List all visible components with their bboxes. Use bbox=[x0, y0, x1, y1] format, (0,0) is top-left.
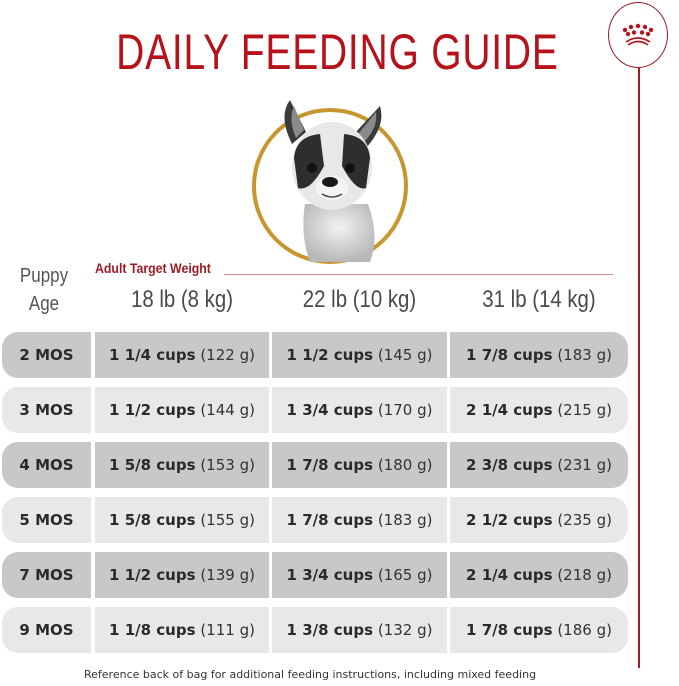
brand-logo bbox=[608, 2, 668, 68]
grams-value: (145 g) bbox=[377, 346, 433, 364]
puppy-age-header: Puppy Age bbox=[15, 262, 73, 318]
table-row: 4 MOS 1 5/8 cups (153 g) 1 7/8 cups (180… bbox=[2, 442, 628, 488]
grams-value: (111 g) bbox=[200, 621, 255, 639]
cups-value: 2 1/4 cups bbox=[466, 401, 553, 419]
age-cell: 7 MOS bbox=[2, 552, 91, 598]
grams-value: (215 g) bbox=[557, 401, 612, 419]
amount-cell: 1 1/2 cups (139 g) bbox=[95, 552, 269, 598]
cups-value: 1 1/4 cups bbox=[109, 346, 196, 364]
grams-value: (180 g) bbox=[377, 456, 433, 474]
age-cell: 2 MOS bbox=[2, 332, 91, 378]
puppy-age-line1: Puppy bbox=[19, 265, 69, 287]
amount-cell: 2 1/4 cups (218 g) bbox=[450, 552, 628, 598]
grams-value: (132 g) bbox=[377, 621, 433, 639]
column-header-22lb: 22 lb (10 kg) bbox=[302, 286, 417, 313]
dog-photo-icon bbox=[284, 100, 382, 262]
puppy-age-line2: Age bbox=[28, 293, 60, 315]
puppy-image bbox=[250, 96, 412, 264]
adult-target-weight-label: Adult Target Weight bbox=[95, 260, 211, 276]
grams-value: (122 g) bbox=[200, 346, 255, 364]
grams-value: (155 g) bbox=[200, 511, 255, 529]
column-header-18lb: 18 lb (8 kg) bbox=[130, 286, 234, 313]
cups-value: 1 1/2 cups bbox=[109, 566, 196, 584]
age-cell: 5 MOS bbox=[2, 497, 91, 543]
amount-cell: 2 1/4 cups (215 g) bbox=[450, 387, 628, 433]
grams-value: (170 g) bbox=[377, 401, 433, 419]
grams-value: (186 g) bbox=[557, 621, 612, 639]
table-row: 7 MOS 1 1/2 cups (139 g) 1 3/4 cups (165… bbox=[2, 552, 628, 598]
column-header-31lb: 31 lb (14 kg) bbox=[482, 286, 596, 313]
cups-value: 2 1/4 cups bbox=[466, 566, 553, 584]
grams-value: (139 g) bbox=[200, 566, 255, 584]
amount-cell: 2 3/8 cups (231 g) bbox=[450, 442, 628, 488]
cups-value: 1 5/8 cups bbox=[109, 456, 196, 474]
table-row: 5 MOS 1 5/8 cups (155 g) 1 7/8 cups (183… bbox=[2, 497, 628, 543]
amount-cell: 1 3/4 cups (165 g) bbox=[272, 552, 447, 598]
cups-value: 1 3/8 cups bbox=[286, 621, 374, 639]
footnote: Reference back of bag for additional fee… bbox=[84, 668, 537, 681]
amount-cell: 2 1/2 cups (235 g) bbox=[450, 497, 628, 543]
cups-value: 1 7/8 cups bbox=[466, 621, 553, 639]
amount-cell: 1 7/8 cups (183 g) bbox=[450, 332, 628, 378]
adult-target-weight-rule bbox=[224, 274, 613, 275]
cups-value: 1 1/8 cups bbox=[109, 621, 196, 639]
cups-value: 1 1/2 cups bbox=[109, 401, 196, 419]
cups-value: 1 3/4 cups bbox=[286, 401, 374, 419]
cups-value: 1 7/8 cups bbox=[286, 511, 374, 529]
amount-cell: 1 7/8 cups (180 g) bbox=[272, 442, 447, 488]
crown-icon bbox=[622, 23, 654, 46]
amount-cell: 1 1/2 cups (144 g) bbox=[95, 387, 269, 433]
table-row: 2 MOS 1 1/4 cups (122 g) 1 1/2 cups (145… bbox=[2, 332, 628, 378]
age-cell: 4 MOS bbox=[2, 442, 91, 488]
grams-value: (165 g) bbox=[377, 566, 433, 584]
grams-value: (144 g) bbox=[200, 401, 255, 419]
amount-cell: 1 5/8 cups (155 g) bbox=[95, 497, 269, 543]
cups-value: 1 7/8 cups bbox=[466, 346, 553, 364]
grams-value: (235 g) bbox=[557, 511, 612, 529]
age-cell: 3 MOS bbox=[2, 387, 91, 433]
grams-value: (183 g) bbox=[557, 346, 612, 364]
amount-cell: 1 1/4 cups (122 g) bbox=[95, 332, 269, 378]
cups-value: 1 7/8 cups bbox=[286, 456, 374, 474]
logo-divider-line bbox=[638, 68, 640, 668]
amount-cell: 1 1/2 cups (145 g) bbox=[272, 332, 447, 378]
table-row: 3 MOS 1 1/2 cups (144 g) 1 3/4 cups (170… bbox=[2, 387, 628, 433]
age-cell: 9 MOS bbox=[2, 607, 91, 653]
grams-value: (153 g) bbox=[200, 456, 255, 474]
page-title: DAILY FEEDING GUIDE bbox=[116, 24, 559, 80]
cups-value: 2 1/2 cups bbox=[466, 511, 553, 529]
amount-cell: 1 7/8 cups (183 g) bbox=[272, 497, 447, 543]
grams-value: (218 g) bbox=[557, 566, 612, 584]
cups-value: 1 1/2 cups bbox=[286, 346, 374, 364]
amount-cell: 1 5/8 cups (153 g) bbox=[95, 442, 269, 488]
cups-value: 2 3/8 cups bbox=[466, 456, 553, 474]
cups-value: 1 3/4 cups bbox=[286, 566, 374, 584]
amount-cell: 1 3/8 cups (132 g) bbox=[272, 607, 447, 653]
grams-value: (231 g) bbox=[557, 456, 612, 474]
cups-value: 1 5/8 cups bbox=[109, 511, 196, 529]
amount-cell: 1 1/8 cups (111 g) bbox=[95, 607, 269, 653]
grams-value: (183 g) bbox=[377, 511, 433, 529]
amount-cell: 1 7/8 cups (186 g) bbox=[450, 607, 628, 653]
table-row: 9 MOS 1 1/8 cups (111 g) 1 3/8 cups (132… bbox=[2, 607, 628, 653]
amount-cell: 1 3/4 cups (170 g) bbox=[272, 387, 447, 433]
